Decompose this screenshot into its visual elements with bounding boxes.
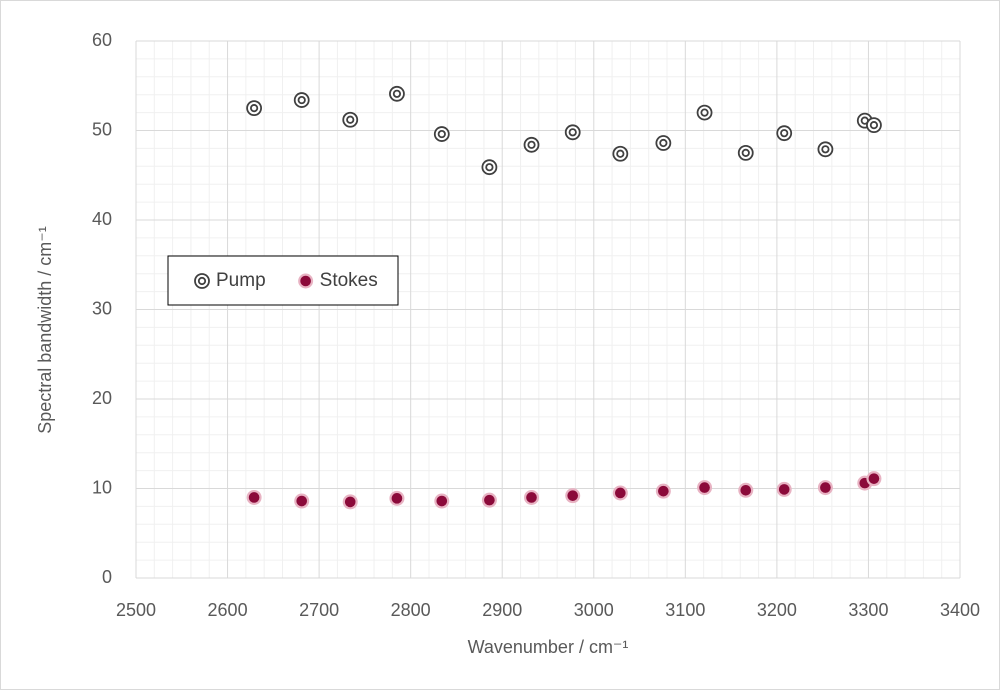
legend-item: Pump — [194, 270, 266, 291]
scatter-point — [342, 494, 358, 510]
scatter-point — [776, 125, 793, 142]
x-tick-label: 3100 — [665, 600, 705, 620]
scatter-point — [481, 159, 498, 176]
marker-inner — [780, 129, 789, 138]
scatter-point — [524, 489, 540, 505]
marker-inner — [699, 482, 710, 493]
scatter-point — [612, 485, 628, 501]
y-tick-label: 30 — [92, 298, 112, 318]
scatter-point — [342, 111, 359, 128]
y-tick-label: 0 — [102, 567, 112, 587]
scatter-point — [866, 117, 882, 134]
scatter-point — [776, 481, 792, 497]
scatter-point — [696, 104, 713, 121]
marker-inner — [296, 495, 308, 507]
marker-inner — [436, 495, 448, 507]
scatter-point — [389, 490, 405, 506]
marker-inner — [344, 496, 356, 508]
scatter-point — [294, 493, 310, 509]
x-tick-label: 3300 — [848, 600, 888, 620]
y-tick-label: 10 — [92, 477, 112, 497]
scatter-point — [737, 144, 754, 161]
marker-inner — [616, 149, 625, 158]
x-axis-label: Wavenumber / cm⁻¹ — [468, 637, 629, 657]
marker-inner — [484, 494, 495, 506]
scatter-point — [655, 135, 672, 151]
scatter-point — [433, 126, 450, 142]
x-tick-label: 2600 — [208, 600, 248, 620]
y-tick-label: 20 — [92, 388, 112, 408]
plot-area — [246, 85, 882, 510]
legend: Pump Stokes — [167, 255, 399, 306]
marker-inner — [568, 128, 577, 137]
marker-inner — [250, 104, 259, 113]
marker-inner — [869, 121, 879, 130]
scatter-point — [246, 100, 263, 117]
marker-inner — [615, 487, 626, 499]
marker-inner — [778, 484, 790, 495]
scatter-point — [565, 488, 581, 504]
marker-inner — [740, 484, 752, 496]
x-tick-label: 3400 — [940, 600, 980, 620]
marker-inner — [567, 490, 579, 501]
marker-inner — [659, 138, 668, 148]
scatter-point — [246, 489, 262, 505]
legend-label: Pump — [216, 270, 266, 291]
scatter-point — [293, 92, 310, 108]
legend-label: Stokes — [320, 270, 378, 291]
x-tick-label: 2500 — [116, 600, 156, 620]
scatter-point — [817, 480, 833, 496]
scatter-point — [612, 145, 629, 162]
scatter-point — [738, 482, 754, 498]
scatter-point — [434, 493, 450, 509]
marker-inner — [197, 276, 207, 286]
scatter-point — [866, 471, 882, 487]
marker-inner — [820, 482, 831, 493]
marker-inner — [485, 163, 494, 172]
x-tick-label: 2900 — [482, 600, 522, 620]
x-tick-label: 2800 — [391, 600, 431, 620]
scatter-point — [564, 124, 581, 141]
marker-inner — [297, 95, 306, 105]
marker-inner — [658, 485, 669, 497]
scatter-point — [697, 480, 713, 496]
marker-inner — [700, 108, 709, 117]
marker-inner — [868, 473, 880, 484]
marker-inner — [248, 492, 260, 503]
scatter-point — [655, 483, 671, 499]
x-tick-label: 2700 — [299, 600, 339, 620]
y-tick-label: 40 — [92, 209, 112, 229]
marker-inner — [437, 129, 446, 139]
x-tick-label: 3000 — [574, 600, 614, 620]
y-axis-label: Spectral bandwidth / cm⁻¹ — [35, 226, 55, 434]
marker-inner — [300, 275, 311, 287]
scatter-point — [523, 136, 540, 153]
legend-item: Stokes — [298, 270, 378, 291]
y-tick-label: 60 — [92, 30, 112, 50]
scatter-point — [817, 141, 834, 158]
scatter-point — [481, 492, 497, 508]
y-tick-label: 50 — [92, 119, 112, 139]
marker-inner — [741, 148, 750, 157]
marker-inner — [527, 140, 536, 149]
marker-inner — [392, 89, 402, 98]
scatter-point — [389, 85, 405, 102]
marker-inner — [526, 492, 537, 503]
marker-inner — [346, 115, 355, 124]
marker-inner — [391, 493, 403, 504]
marker-inner — [821, 145, 830, 154]
x-tick-label: 3200 — [757, 600, 797, 620]
